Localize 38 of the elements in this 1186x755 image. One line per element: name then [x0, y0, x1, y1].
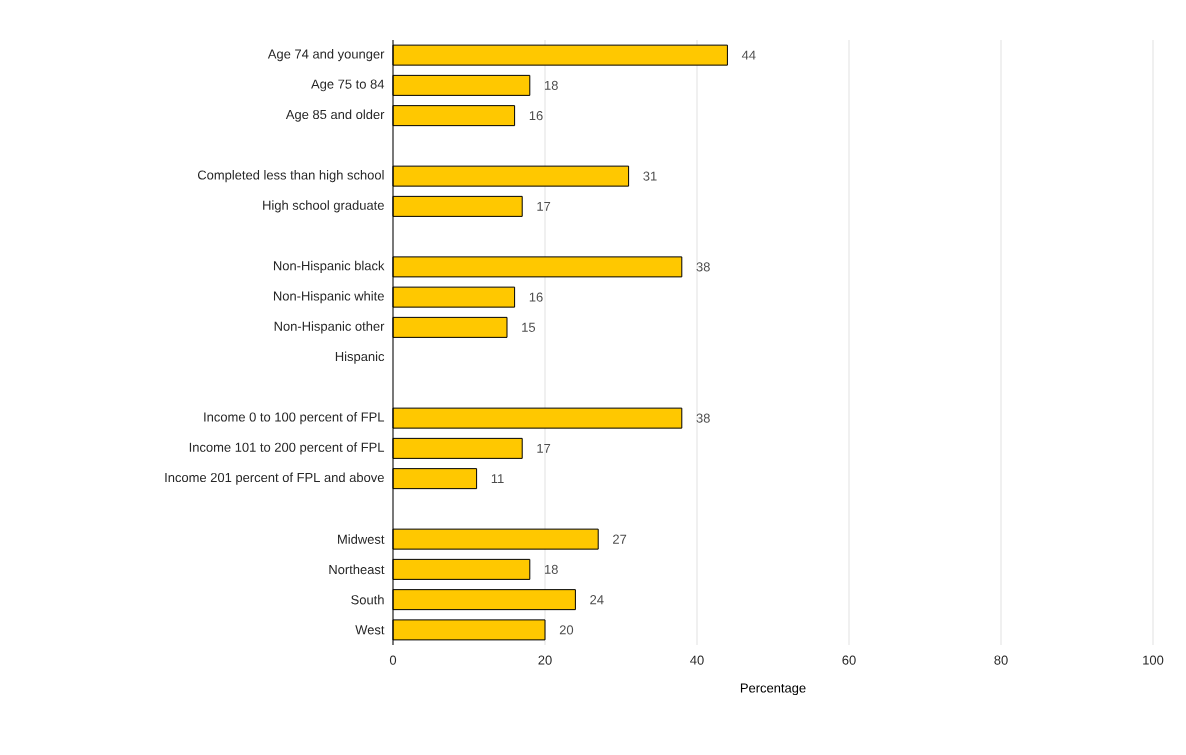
data-label: 44 — [741, 50, 756, 60]
y-tick-label: Age 75 to 84 — [311, 79, 385, 92]
y-tick-label: Non-Hispanic other — [274, 321, 385, 334]
x-tick-label: 0 — [389, 655, 397, 665]
x-tick-label: 100 — [1143, 655, 1164, 665]
data-label: 38 — [696, 262, 710, 272]
y-tick-label: Age 85 and older — [285, 109, 385, 122]
data-label: 18 — [544, 80, 558, 90]
x-axis-title: Percentage — [740, 683, 806, 696]
data-label: 16 — [529, 111, 543, 121]
x-tick-label: 40 — [690, 655, 704, 665]
data-label: 11 — [491, 474, 504, 484]
y-tick-label: Non-Hispanic black — [273, 260, 385, 273]
y-tick-label: Income 0 to 100 percent of FPL — [204, 412, 385, 425]
y-tick-label: Non-Hispanic white — [273, 291, 384, 304]
y-tick-label: Northeast — [329, 564, 385, 575]
y-tick-label: South — [351, 594, 384, 605]
data-label: 17 — [537, 201, 551, 211]
y-tick-label: Midwest — [338, 534, 385, 544]
data-label: 38 — [696, 413, 710, 423]
x-tick-label: 20 — [538, 655, 552, 665]
x-tick-label: 80 — [994, 655, 1008, 665]
data-label: 31 — [643, 171, 657, 181]
data-label: 16 — [529, 292, 543, 302]
y-tick-label: High school graduate — [263, 200, 384, 213]
y-tick-label: West — [355, 625, 385, 635]
y-tick-label: Age 74 and younger — [267, 49, 385, 62]
data-label: 17 — [537, 443, 551, 453]
x-tick-label: 60 — [842, 655, 856, 665]
data-label: 27 — [613, 534, 627, 544]
y-tick-label: Hispanic — [335, 351, 385, 364]
y-tick-label: Income 101 to 200 percent of FPL — [189, 442, 385, 455]
y-tick-label: Income 201 percent of FPL and above — [165, 472, 384, 485]
data-label: 20 — [559, 625, 574, 635]
data-label: 18 — [544, 564, 558, 574]
data-label: 15 — [522, 322, 536, 332]
y-tick-label: Completed less than high school — [197, 170, 384, 183]
data-label: 24 — [590, 595, 604, 605]
